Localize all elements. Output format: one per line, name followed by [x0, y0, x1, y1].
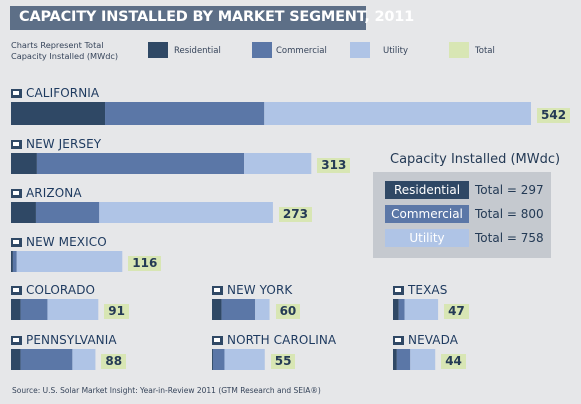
- new-york-label: NEW YORK: [227, 283, 293, 297]
- legend-label-total: Total: [475, 46, 495, 56]
- california-utility-bar: [264, 102, 531, 125]
- title-bar: [10, 6, 366, 30]
- source-note: Source: U.S. Solar Market Insight: Year-…: [12, 386, 321, 395]
- summary-utility-total: Total = 758: [475, 231, 544, 245]
- pennsylvania-state-icon: [11, 336, 22, 345]
- legend-swatch-utility: [350, 42, 370, 58]
- texas-label: TEXAS: [408, 283, 448, 297]
- texas-utility-bar: [404, 299, 439, 320]
- pennsylvania-total-label: 88: [101, 354, 127, 369]
- texas-commercial-bar: [398, 299, 405, 320]
- north-carolina-total-label: 55: [270, 354, 296, 369]
- chart-title: CAPACITY INSTALLED BY MARKET SEGMENT, 20…: [19, 9, 415, 25]
- nevada-commercial-bar: [396, 349, 411, 370]
- legend-label-utility: Utility: [383, 46, 409, 56]
- new-york-state-icon: [212, 286, 223, 295]
- nevada-state-icon: [393, 336, 404, 345]
- pennsylvania-label: PENNSYLVANIA: [26, 333, 117, 347]
- new-york-commercial-bar: [221, 299, 256, 320]
- new-york-utility-bar: [255, 299, 270, 320]
- north-carolina-utility-bar: [224, 349, 265, 370]
- legend-swatch-total: [449, 42, 469, 58]
- summary-commercial-label: Commercial: [385, 205, 469, 223]
- texas-state-icon: [393, 286, 404, 295]
- california-commercial-bar: [105, 102, 265, 125]
- new-jersey-utility-bar: [244, 153, 312, 174]
- new-york-total-label: 60: [275, 304, 301, 319]
- california-residential-bar: [11, 102, 106, 125]
- legend-caption-line2: Capacity Installed (MWdc): [11, 51, 119, 61]
- new-jersey-state-icon: [11, 140, 22, 149]
- california-total-label: 542: [537, 108, 571, 123]
- new-york-residential-bar: [212, 299, 222, 320]
- arizona-state-icon: [11, 189, 22, 198]
- nevada-residential-bar: [393, 349, 397, 370]
- arizona-label: ARIZONA: [26, 186, 82, 200]
- arizona-utility-bar: [99, 202, 273, 223]
- legend-caption: Charts Represent Total Capacity Installe…: [11, 40, 151, 62]
- legend-label-residential: Residential: [174, 46, 221, 56]
- new-mexico-state-icon: [11, 238, 22, 247]
- colorado-commercial-bar: [20, 299, 48, 320]
- colorado-state-icon: [11, 286, 22, 295]
- new-jersey-total-label: 313: [317, 158, 351, 173]
- new-mexico-utility-bar: [16, 251, 123, 272]
- pennsylvania-utility-bar: [72, 349, 96, 370]
- new-jersey-commercial-bar: [36, 153, 245, 174]
- new-mexico-label: NEW MEXICO: [26, 235, 107, 249]
- legend-swatch-residential: [148, 42, 168, 58]
- summary-title: Capacity Installed (MWdc): [390, 152, 561, 167]
- summary-utility-label: Utility: [385, 229, 469, 247]
- california-label: CALIFORNIA: [26, 86, 100, 100]
- summary-residential-total: Total = 297: [475, 183, 544, 197]
- summary-residential-label: Residential: [385, 181, 469, 199]
- new-mexico-commercial-bar: [12, 251, 17, 272]
- pennsylvania-commercial-bar: [20, 349, 73, 370]
- texas-residential-bar: [393, 299, 399, 320]
- summary-commercial-total: Total = 800: [475, 207, 544, 221]
- nevada-total-label: 44: [441, 354, 466, 369]
- nevada-utility-bar: [410, 349, 436, 370]
- california-state-icon: [11, 89, 22, 98]
- colorado-total-label: 91: [104, 304, 129, 319]
- texas-total-label: 47: [444, 304, 469, 319]
- pennsylvania-residential-bar: [11, 349, 21, 370]
- north-carolina-label: NORTH CAROLINA: [227, 333, 337, 347]
- nevada-label: NEVADA: [408, 333, 459, 347]
- north-carolina-commercial-bar: [212, 349, 225, 370]
- new-jersey-residential-bar: [11, 153, 37, 174]
- arizona-commercial-bar: [35, 202, 100, 223]
- legend-label-commercial: Commercial: [276, 46, 327, 56]
- new-jersey-label: NEW JERSEY: [26, 137, 102, 151]
- colorado-label: COLORADO: [26, 283, 96, 297]
- new-mexico-residential-bar: [11, 251, 13, 272]
- new-mexico-total-label: 116: [128, 256, 162, 271]
- north-carolina-residential-bar: [212, 349, 213, 370]
- legend-swatch-commercial: [252, 42, 272, 58]
- colorado-utility-bar: [47, 299, 99, 320]
- colorado-residential-bar: [11, 299, 21, 320]
- arizona-residential-bar: [11, 202, 36, 223]
- north-carolina-state-icon: [212, 336, 223, 345]
- legend-caption-line1: Charts Represent Total: [11, 40, 104, 50]
- arizona-total-label: 273: [278, 207, 312, 222]
